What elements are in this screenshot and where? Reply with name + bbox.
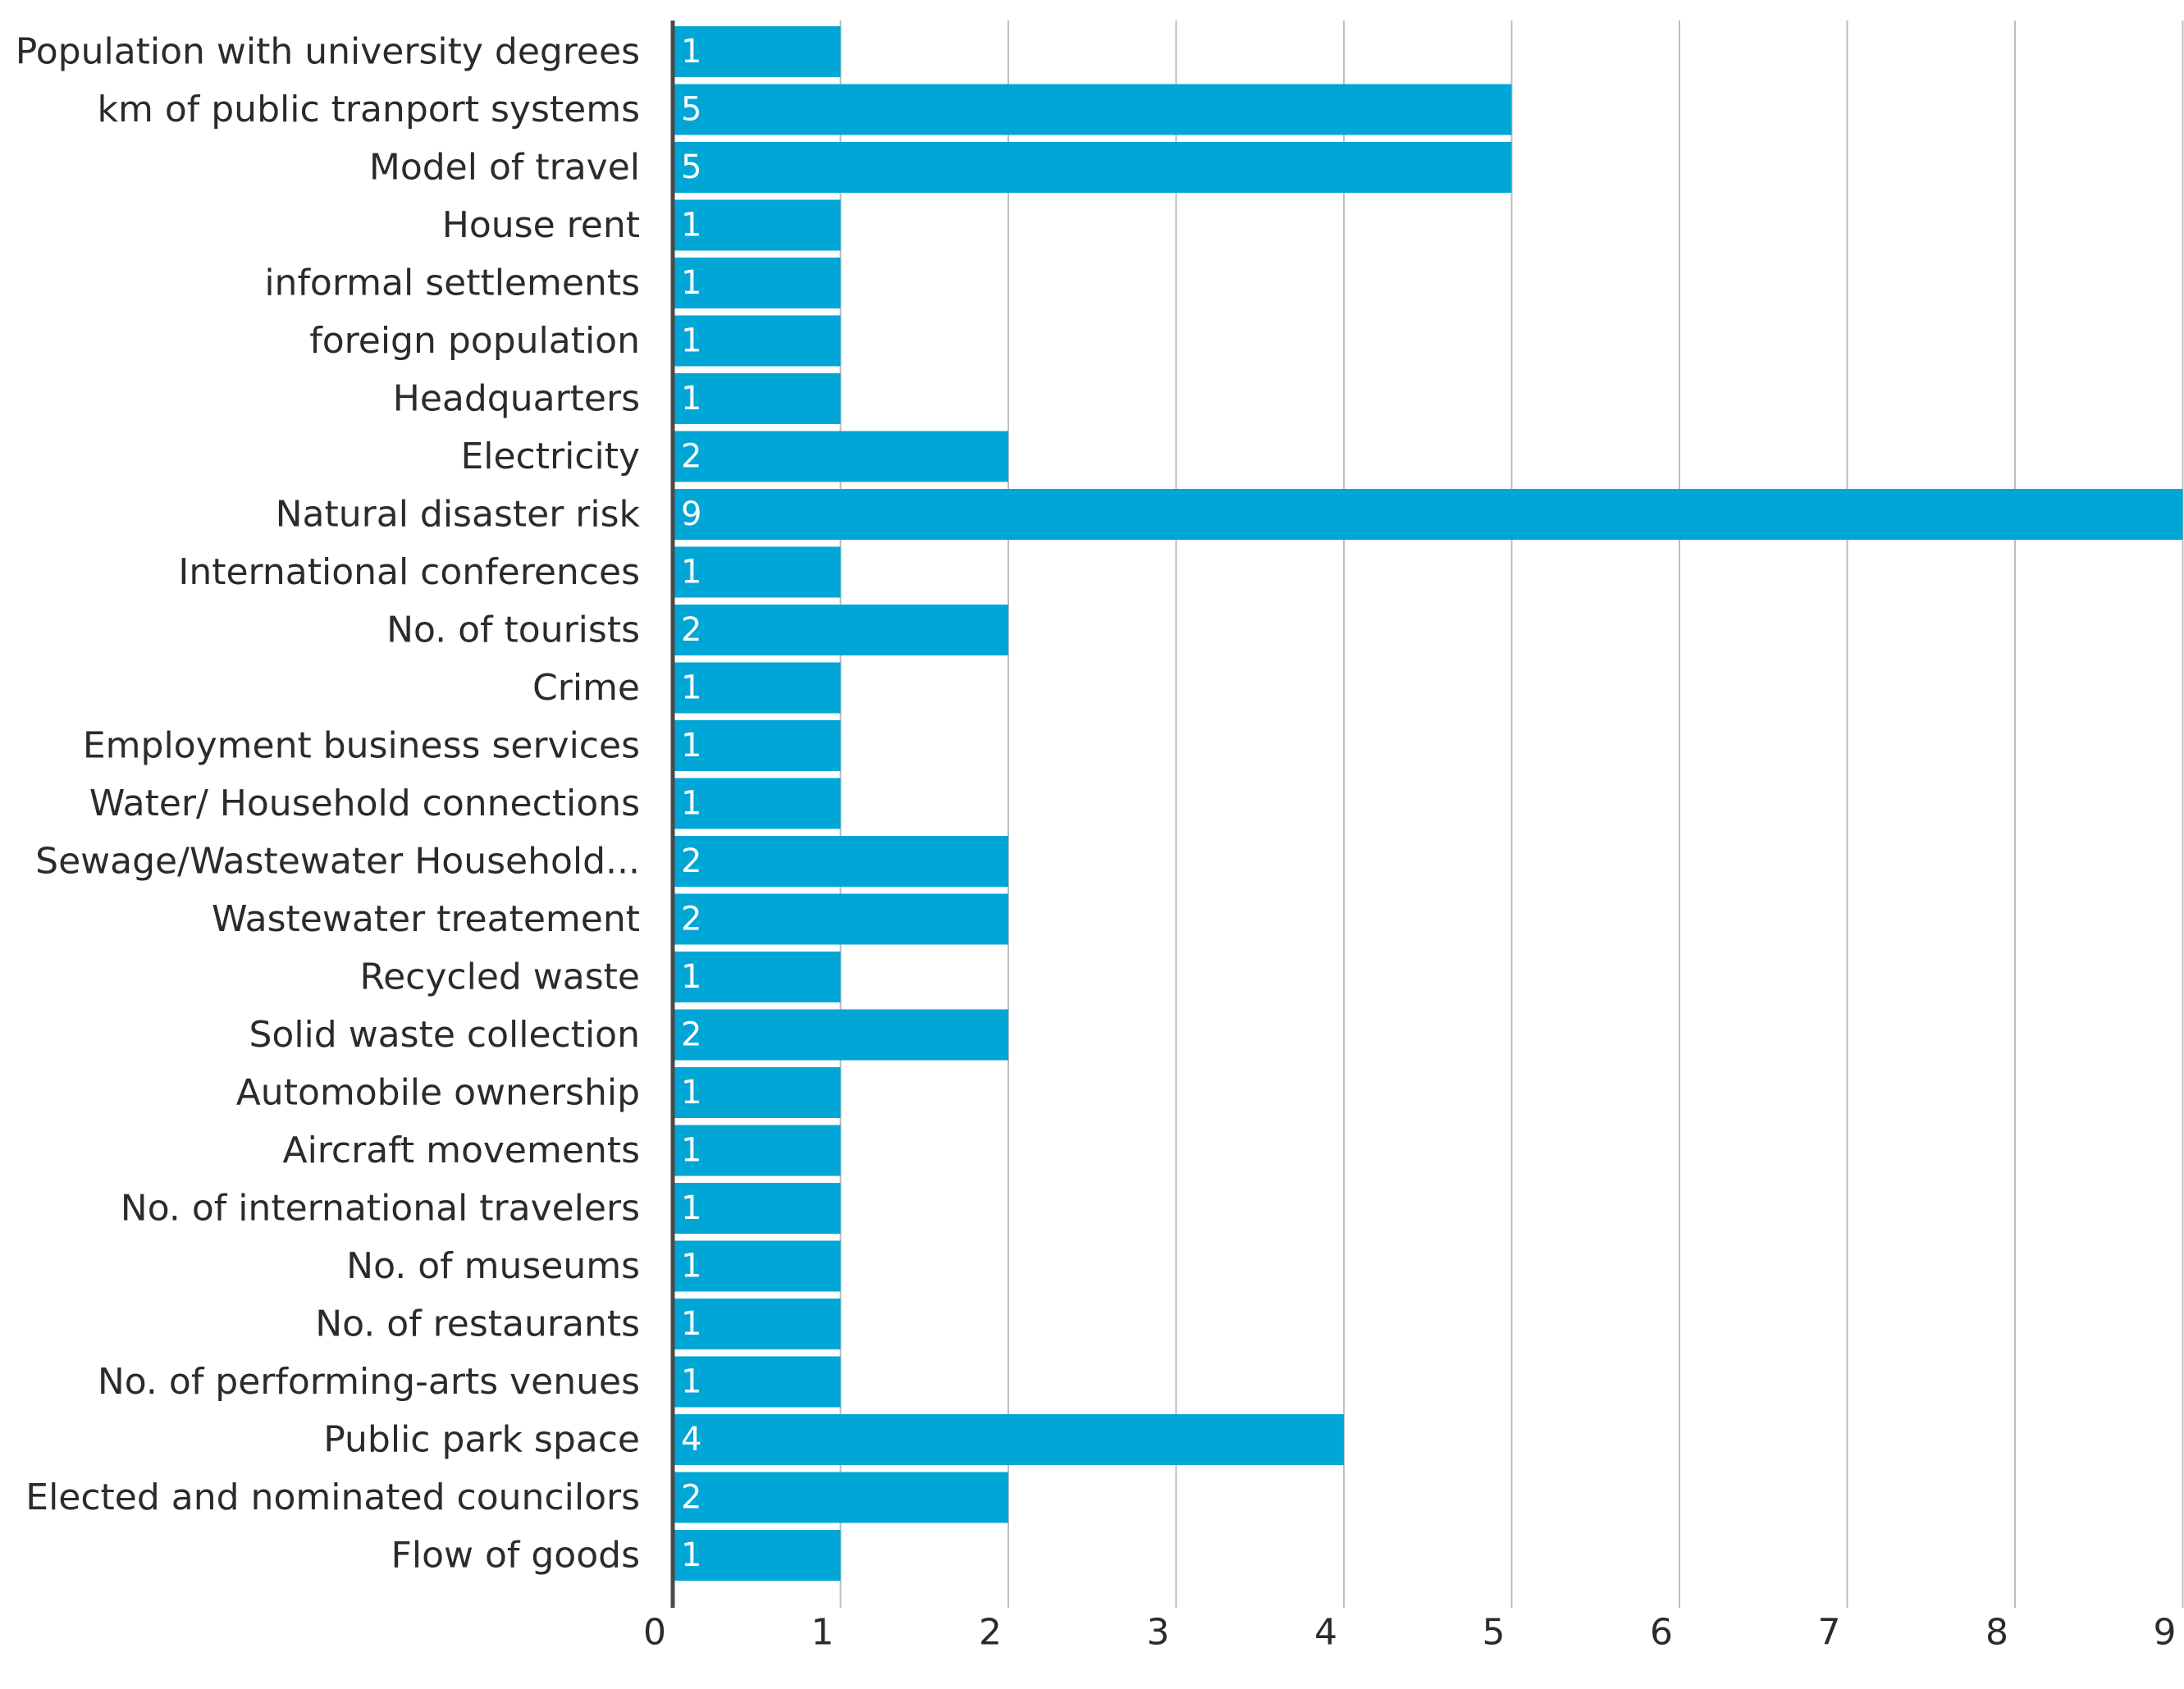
data-label: 1 [681, 1189, 701, 1227]
data-label: 2 [681, 842, 701, 880]
category-label: Population with university degrees [16, 31, 640, 73]
category-label: No. of restaurants [315, 1303, 640, 1345]
bar [673, 662, 841, 714]
x-tick-label: 9 [2154, 1612, 2177, 1654]
data-label: 1 [681, 380, 701, 418]
bar [673, 893, 1008, 945]
category-label: Electricity [460, 436, 640, 477]
category-label: km of public tranport systems [98, 89, 640, 130]
data-label: 1 [681, 1248, 701, 1285]
category-label: Automobile ownership [236, 1072, 640, 1114]
bar [673, 1414, 1344, 1465]
category-label: Aircraft movements [282, 1130, 640, 1171]
bar [673, 720, 841, 771]
data-label: 5 [681, 91, 701, 129]
bar [673, 1009, 1008, 1061]
category-label: No. of museums [346, 1245, 640, 1287]
x-tick-label: 6 [1650, 1612, 1673, 1654]
bar [673, 1356, 841, 1408]
bar [673, 1125, 841, 1176]
bar [673, 836, 1008, 887]
x-tick-label: 8 [1985, 1612, 2008, 1654]
bar [673, 1299, 841, 1349]
category-label: No. of tourists [386, 609, 640, 651]
data-label: 2 [681, 1479, 701, 1517]
data-label: 1 [681, 1305, 701, 1343]
data-label: 2 [681, 901, 701, 938]
category-label: Elected and nominated councilors [25, 1477, 640, 1518]
data-label: 2 [681, 438, 701, 476]
category-label: Flow of goods [391, 1535, 640, 1577]
bar [673, 605, 1008, 655]
data-label: 9 [681, 495, 701, 533]
category-label: Model of travel [369, 147, 640, 189]
bar [673, 373, 841, 424]
bar [673, 315, 841, 367]
bar [673, 431, 1008, 482]
bar [673, 1240, 841, 1292]
data-label: 1 [681, 554, 701, 591]
category-label: Natural disaster risk [276, 494, 641, 536]
category-label: informal settlements [264, 262, 640, 304]
data-label: 1 [681, 1536, 701, 1574]
data-label: 1 [681, 1363, 701, 1401]
data-label: 1 [681, 1074, 701, 1112]
data-label: 1 [681, 264, 701, 302]
bar [673, 258, 841, 308]
x-tick-label: 4 [1314, 1612, 1337, 1654]
x-tick-label: 2 [979, 1612, 1002, 1654]
data-label: 1 [681, 669, 701, 707]
x-tick-label: 5 [1483, 1612, 1505, 1654]
bar [673, 489, 2183, 540]
bar [673, 1530, 841, 1581]
bar [673, 1472, 1008, 1523]
category-label: No. of performing-arts venues [98, 1361, 640, 1403]
bar [673, 1183, 841, 1234]
x-tick-label: 7 [1818, 1612, 1841, 1654]
category-label: foreign population [309, 320, 640, 362]
data-label: 1 [681, 33, 701, 71]
bar [673, 26, 841, 77]
bar [673, 546, 841, 598]
category-label: Employment business services [83, 725, 640, 767]
category-label: No. of international travelers [121, 1188, 640, 1230]
bar [673, 778, 841, 829]
data-label: 2 [681, 611, 701, 649]
bar [673, 952, 841, 1002]
data-label: 4 [681, 1421, 701, 1458]
data-label: 1 [681, 322, 701, 360]
category-label: Public park space [323, 1419, 640, 1461]
data-label: 1 [681, 958, 701, 996]
category-label: Water/ Household connections [89, 783, 640, 824]
bar [673, 84, 1512, 135]
data-label: 1 [681, 207, 701, 244]
data-label: 1 [681, 1132, 701, 1170]
category-label: Wastewater treatement [212, 898, 640, 940]
data-label: 1 [681, 785, 701, 823]
category-label: Sewage/Wastewater Household... [35, 841, 640, 883]
x-tick-label: 1 [811, 1612, 834, 1654]
category-label: Recycled waste [360, 956, 641, 998]
category-label: Crime [532, 667, 640, 709]
category-label: Headquarters [393, 378, 640, 420]
bar [673, 1067, 841, 1118]
bar [673, 199, 841, 251]
bar [673, 142, 1512, 193]
data-label: 5 [681, 148, 701, 186]
x-tick-label: 3 [1147, 1612, 1170, 1654]
category-label: International conferences [178, 551, 640, 593]
category-label: House rent [442, 204, 640, 246]
data-label: 2 [681, 1016, 701, 1054]
x-tick-label: 0 [643, 1612, 666, 1654]
category-label: Solid waste collection [249, 1014, 640, 1056]
data-label: 1 [681, 727, 701, 765]
